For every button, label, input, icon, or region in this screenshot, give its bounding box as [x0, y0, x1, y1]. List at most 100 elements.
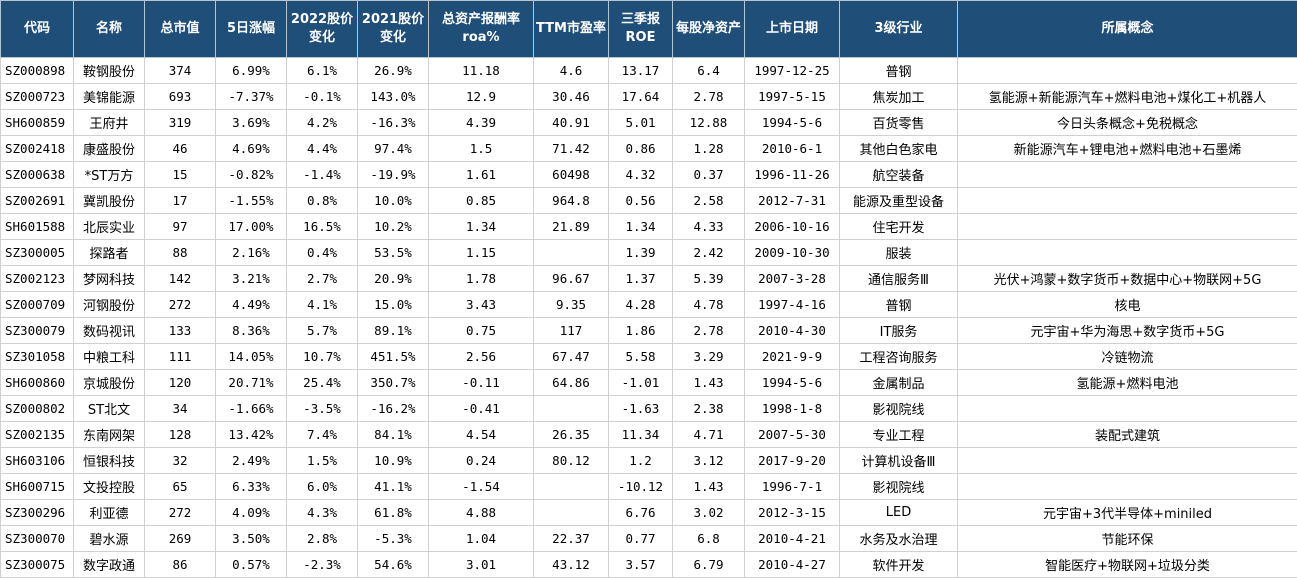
column-header-market-cap[interactable]: 总市值 [145, 1, 216, 58]
cell-name: 北辰实业 [74, 214, 145, 240]
cell-5day-change: 0.57% [216, 552, 287, 578]
cell-code: SZ301058 [1, 344, 74, 370]
cell-roa: 1.78 [429, 266, 534, 292]
cell-roa: 1.34 [429, 214, 534, 240]
column-header-roa[interactable]: 总资产报酬率roa% [429, 1, 534, 58]
cell-5day-change: 17.00% [216, 214, 287, 240]
cell-industry-l3: 软件开发 [840, 552, 958, 578]
cell-code: SZ300296 [1, 500, 74, 526]
cell-roa: 0.85 [429, 188, 534, 214]
cell-roa: 1.15 [429, 240, 534, 266]
cell-industry-l3: 百货零售 [840, 110, 958, 136]
cell-bvps: 2.78 [673, 84, 745, 110]
column-header-2022-change[interactable]: 2022股价变化 [287, 1, 358, 58]
cell-code: SH601588 [1, 214, 74, 240]
cell-listing-date: 2010-6-1 [745, 136, 840, 162]
cell-q3-roe: 11.34 [609, 422, 673, 448]
cell-roa: 0.24 [429, 448, 534, 474]
cell-industry-l3: 能源及重型设备 [840, 188, 958, 214]
cell-2022-change: 2.7% [287, 266, 358, 292]
cell-bvps: 5.39 [673, 266, 745, 292]
cell-2021-change: 10.9% [358, 448, 429, 474]
cell-2022-change: -1.4% [287, 162, 358, 188]
cell-name: 河钢股份 [74, 292, 145, 318]
cell-2021-change: 53.5% [358, 240, 429, 266]
cell-market-cap: 97 [145, 214, 216, 240]
cell-2022-change: 7.4% [287, 422, 358, 448]
cell-code: SZ002123 [1, 266, 74, 292]
cell-roa: 4.88 [429, 500, 534, 526]
cell-name: 碧水源 [74, 526, 145, 552]
cell-code: SZ000898 [1, 58, 74, 84]
cell-ttm-pe: 117 [534, 318, 609, 344]
cell-roa: 3.43 [429, 292, 534, 318]
cell-market-cap: 86 [145, 552, 216, 578]
cell-concepts: 今日头条概念+免税概念 [958, 110, 1297, 136]
cell-bvps: 4.78 [673, 292, 745, 318]
cell-market-cap: 272 [145, 500, 216, 526]
cell-name: 东南网架 [74, 422, 145, 448]
cell-industry-l3: 影视院线 [840, 396, 958, 422]
cell-code: SH600859 [1, 110, 74, 136]
cell-code: SH603106 [1, 448, 74, 474]
cell-ttm-pe: 80.12 [534, 448, 609, 474]
cell-2022-change: 2.8% [287, 526, 358, 552]
column-header-concepts[interactable]: 所属概念 [958, 1, 1297, 58]
column-header-industry-l3[interactable]: 3级行业 [840, 1, 958, 58]
cell-2022-change: 6.1% [287, 58, 358, 84]
cell-name: 中粮工科 [74, 344, 145, 370]
cell-code: SZ000638 [1, 162, 74, 188]
column-header-5day-change[interactable]: 5日涨幅 [216, 1, 287, 58]
cell-code: SZ000802 [1, 396, 74, 422]
cell-roa: -0.11 [429, 370, 534, 396]
cell-2021-change: -19.9% [358, 162, 429, 188]
cell-bvps: 4.71 [673, 422, 745, 448]
cell-q3-roe: 0.56 [609, 188, 673, 214]
column-header-q3-roe[interactable]: 三季报ROE [609, 1, 673, 58]
cell-ttm-pe: 21.89 [534, 214, 609, 240]
cell-bvps: 3.29 [673, 344, 745, 370]
cell-5day-change: -7.37% [216, 84, 287, 110]
column-header-ttm-pe[interactable]: TTM市盈率 [534, 1, 609, 58]
cell-concepts [958, 448, 1297, 474]
cell-market-cap: 15 [145, 162, 216, 188]
column-header-code[interactable]: 代码 [1, 1, 74, 58]
column-header-bvps[interactable]: 每股净资产 [673, 1, 745, 58]
cell-5day-change: 4.09% [216, 500, 287, 526]
cell-concepts: 核电 [958, 292, 1297, 318]
cell-roa: 12.9 [429, 84, 534, 110]
column-header-2021-change[interactable]: 2021股价变化 [358, 1, 429, 58]
cell-concepts [958, 188, 1297, 214]
column-header-name[interactable]: 名称 [74, 1, 145, 58]
cell-code: SZ300070 [1, 526, 74, 552]
cell-industry-l3: 专业工程 [840, 422, 958, 448]
cell-concepts [958, 58, 1297, 84]
cell-market-cap: 133 [145, 318, 216, 344]
cell-2021-change: 97.4% [358, 136, 429, 162]
cell-bvps: 2.78 [673, 318, 745, 344]
column-header-listing-date[interactable]: 上市日期 [745, 1, 840, 58]
cell-code: SH600860 [1, 370, 74, 396]
cell-2021-change: 61.8% [358, 500, 429, 526]
